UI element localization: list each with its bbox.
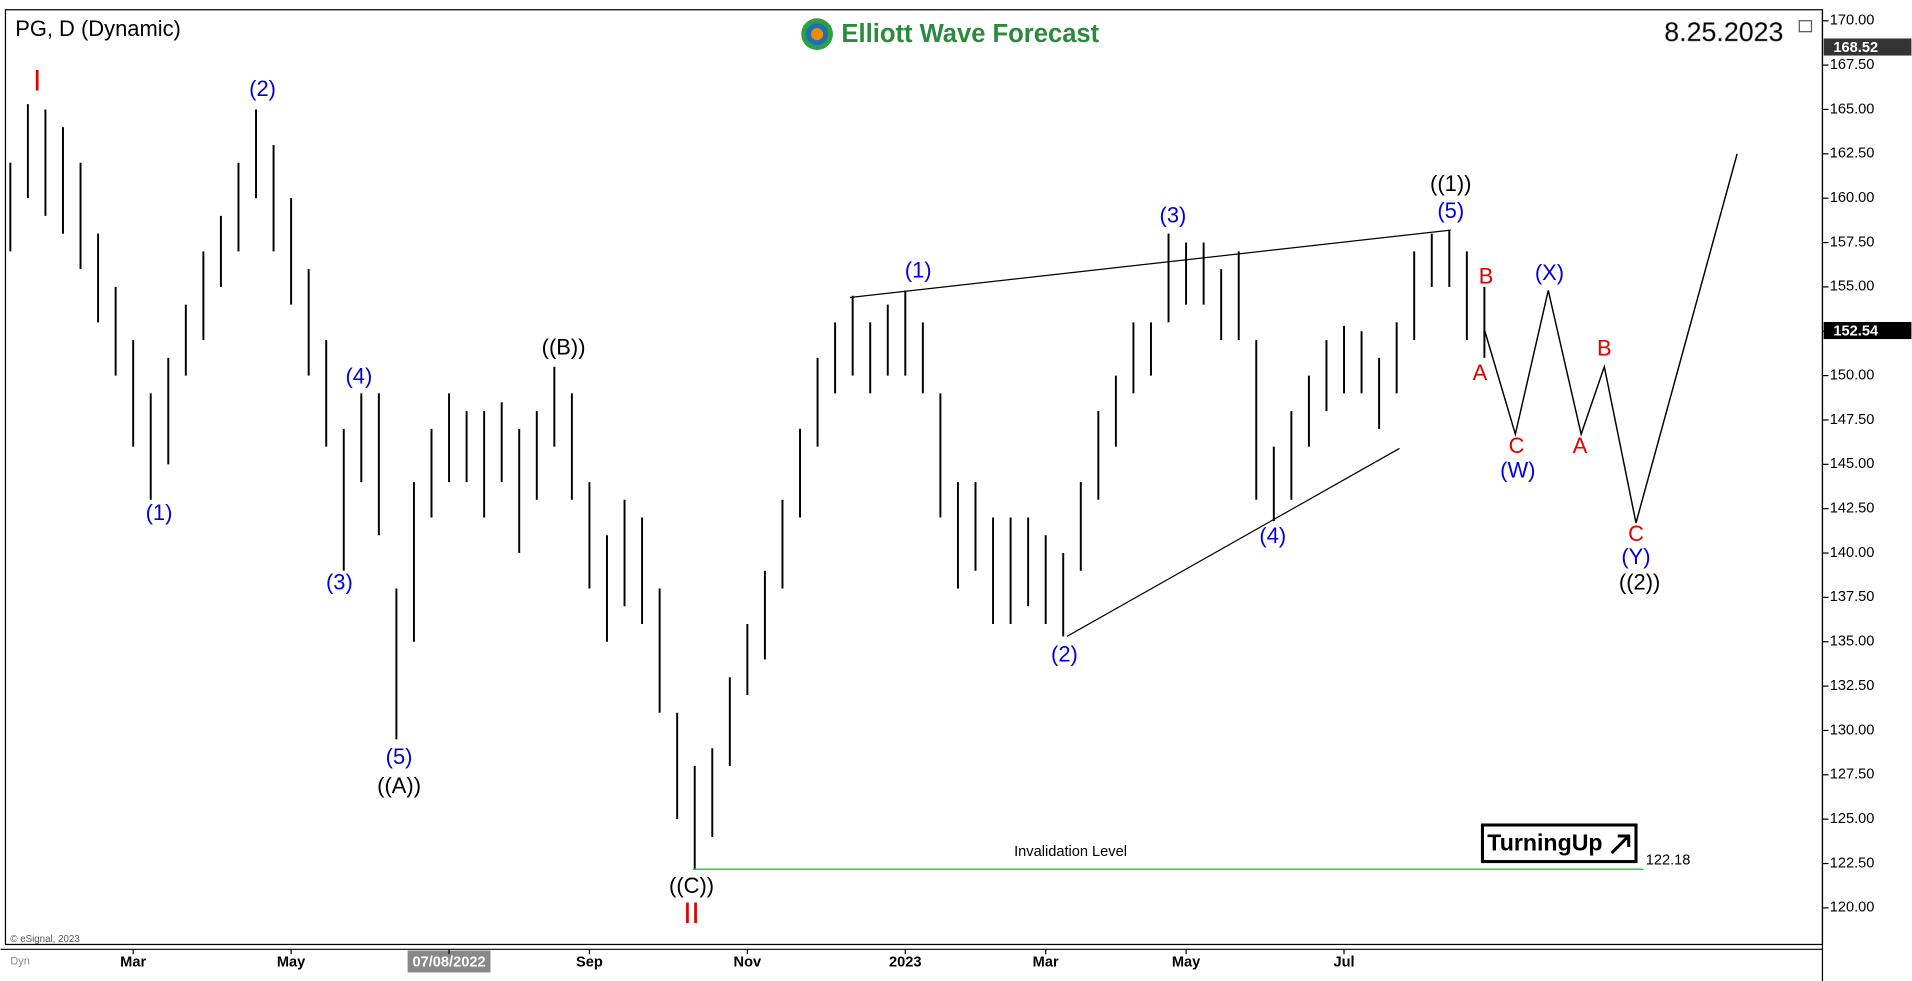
wave-label: (3) — [1160, 203, 1187, 228]
wave-label: B — [1597, 336, 1612, 361]
price-tag — [1823, 322, 1912, 340]
logo-icon-core — [810, 28, 824, 41]
wave-label: (5) — [386, 744, 413, 769]
wave-label: (Y) — [1621, 544, 1650, 569]
y-tick-label: 137.50 — [1830, 589, 1875, 605]
projection-path — [1484, 153, 1738, 524]
badge-arrow — [1610, 834, 1631, 855]
y-tick-label: 147.50 — [1830, 412, 1875, 428]
x-tick-label: Nov — [734, 955, 762, 971]
wave-label: (4) — [345, 364, 372, 389]
wave-label: I — [33, 66, 41, 98]
x-tick-label: May — [277, 955, 306, 971]
logo: Elliott Wave Forecast — [801, 18, 1100, 50]
badge-text: TurningUp — [1487, 830, 1602, 856]
y-tick-label: 132.50 — [1830, 678, 1875, 694]
wave-label: C — [1509, 433, 1525, 458]
wave-label: (1) — [905, 258, 932, 283]
x-tick-label: Mar — [120, 955, 146, 971]
wave-label: (2) — [1051, 641, 1078, 666]
copyright: © eSignal, 2023 — [10, 934, 79, 945]
wave-label: ((B)) — [542, 334, 586, 359]
badge: TurningUp — [1480, 823, 1638, 864]
invalidation-value: 122.18 — [1646, 853, 1691, 869]
y-tick-label: 135.00 — [1830, 634, 1875, 650]
wave-label: (1) — [146, 500, 173, 525]
wave-label: ((1)) — [1430, 171, 1471, 196]
wave-label: A — [1573, 433, 1588, 458]
wave-label: (X) — [1535, 260, 1564, 285]
badge-frame — [1480, 823, 1638, 864]
wave-label: B — [1479, 264, 1494, 289]
y-tick-label: 142.50 — [1830, 501, 1875, 517]
wave-label: (W) — [1500, 457, 1535, 482]
y-tick-label: 122.50 — [1830, 855, 1875, 871]
y-tick-label: 165.00 — [1830, 101, 1875, 117]
y-tick-label: 160.00 — [1830, 190, 1875, 206]
y-tick-label: 130.00 — [1830, 722, 1875, 738]
x-highlight — [407, 950, 491, 973]
y-tick-label: 140.00 — [1830, 545, 1875, 561]
price-tag-label: 168.52 — [1833, 40, 1878, 56]
price-tag-label: 152.54 — [1833, 324, 1879, 340]
x-tick-label: Sep — [576, 955, 603, 971]
wave-label: (2) — [249, 76, 276, 101]
y-tick-label: 167.50 — [1830, 57, 1875, 73]
y-tick-label: 162.50 — [1830, 146, 1875, 162]
x-tick-label: Jul — [1333, 955, 1354, 971]
y-tick-label: 155.00 — [1830, 279, 1875, 295]
date-label: 8.25.2023 — [1664, 17, 1783, 47]
wave-label: ((2)) — [1619, 570, 1660, 595]
window-icon — [1798, 20, 1813, 33]
wave-label: A — [1473, 360, 1488, 385]
y-tick-label: 120.00 — [1830, 900, 1875, 916]
wave-label: (5) — [1437, 198, 1464, 223]
y-tick-label: 145.00 — [1830, 456, 1875, 472]
brand: Elliott Wave Forecast — [841, 20, 1099, 48]
y-tick-label: 125.00 — [1830, 811, 1875, 827]
wave-label: II — [683, 898, 699, 930]
trendline — [849, 229, 1451, 299]
wave-label: ((A)) — [377, 773, 421, 798]
x-tick-label: 07/08/2022 — [412, 955, 485, 971]
price-tag — [1823, 38, 1912, 56]
trendline — [1066, 447, 1400, 637]
invalidation-label: Invalidation Level — [1014, 844, 1127, 860]
chart-title: PG, D (Dynamic) — [15, 16, 181, 41]
wave-label: ((C)) — [669, 873, 714, 898]
wave-label: (4) — [1259, 523, 1286, 548]
y-tick-label: 127.50 — [1830, 767, 1875, 783]
wave-label: (3) — [326, 570, 353, 595]
x-tick-label: 2023 — [889, 955, 922, 971]
y-tick-label: 150.00 — [1830, 367, 1875, 383]
x-tick-label: May — [1172, 955, 1201, 971]
wave-label: C — [1628, 521, 1644, 546]
corner-label: Dyn — [10, 955, 29, 967]
x-tick-label: Mar — [1033, 955, 1059, 971]
y-tick-label: 157.50 — [1830, 234, 1875, 250]
y-tick-label: 170.00 — [1830, 13, 1875, 29]
